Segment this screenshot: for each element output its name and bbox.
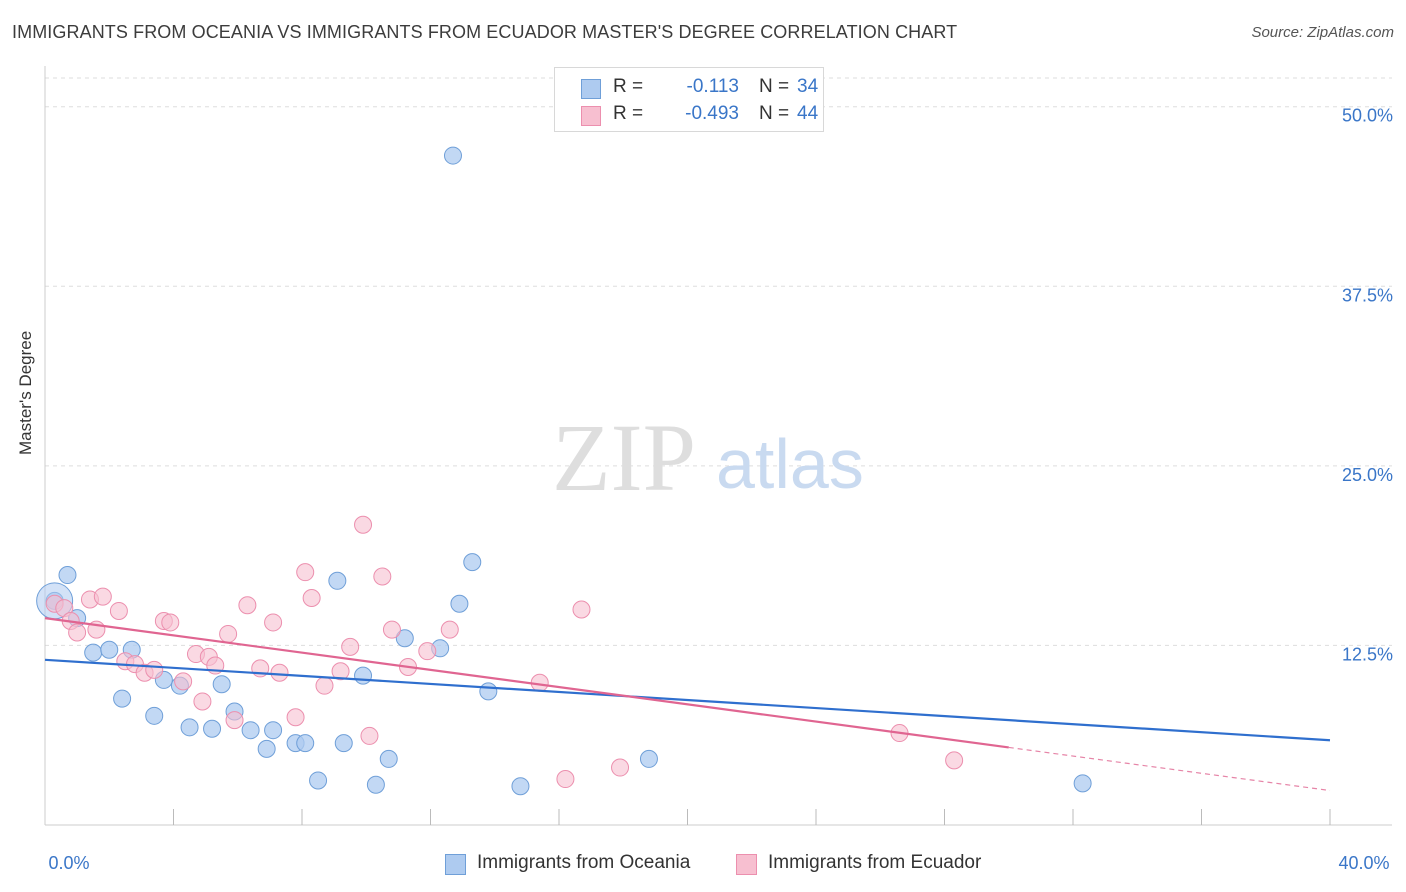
oceania-point [309, 771, 328, 790]
n-label: N = [759, 76, 790, 97]
oceania-point [334, 734, 353, 753]
oceania-point [395, 629, 414, 648]
oceania-point [241, 721, 260, 740]
oceania-point [450, 594, 469, 613]
oceania-point [84, 643, 103, 662]
n-value: 34 [797, 76, 819, 97]
ecuador-legend-swatch [736, 854, 757, 875]
grid-layer [45, 77, 1392, 646]
ecuador-point [354, 515, 373, 534]
r-value: -0.113 [686, 76, 739, 97]
oceania-trend-line [44, 658, 1331, 742]
oceania-point [639, 749, 658, 768]
y-tick-label: 50.0% [1342, 106, 1393, 126]
ecuador-point [360, 726, 379, 745]
ecuador-point [382, 620, 401, 639]
ecuador-points [45, 515, 964, 789]
oceania-legend-swatch [445, 854, 466, 875]
ecuador-point [373, 567, 392, 586]
ecuador-point [109, 601, 128, 620]
ecuador-point [161, 613, 180, 632]
ecuador-point [193, 692, 212, 711]
ecuador-swatch [581, 106, 601, 126]
oceania-swatch [581, 79, 601, 99]
trend-layer [44, 617, 1331, 792]
ecuador-legend-label: Immigrants from Ecuador [768, 852, 982, 873]
ecuador-point [174, 672, 193, 691]
oceania-point [463, 553, 482, 572]
ecuador-trend-extension [1008, 746, 1331, 792]
ecuador-point [611, 758, 630, 777]
chart-title: IMMIGRANTS FROM OCEANIA VS IMMIGRANTS FR… [12, 22, 958, 42]
oceania-point [180, 718, 199, 737]
x-tick-label: 40.0% [1338, 853, 1389, 873]
ecuador-point [68, 623, 87, 642]
oceania-point [264, 721, 283, 740]
oceania-point [100, 640, 119, 659]
y-tick-label: 12.5% [1342, 644, 1393, 664]
oceania-point [366, 775, 385, 794]
oceania-point [212, 675, 231, 694]
ecuador-point [264, 613, 283, 632]
oceania-point [145, 706, 164, 725]
ecuador-trend-line [44, 617, 1009, 749]
oceania-point [113, 689, 132, 708]
oceania-point [511, 777, 530, 796]
oceania-point [58, 566, 77, 585]
ecuador-point [286, 708, 305, 727]
ecuador-point [219, 624, 238, 643]
n-value: 44 [797, 103, 819, 124]
ecuador-point [296, 563, 315, 582]
ecuador-point [238, 596, 257, 615]
x-tick-label: 0.0% [48, 853, 89, 873]
r-label: R = [613, 76, 644, 97]
oceania-point [354, 666, 373, 685]
oceania-point [203, 719, 222, 738]
oceania-point [257, 739, 276, 758]
oceania-point [1073, 774, 1092, 793]
ecuador-point [270, 663, 289, 682]
ecuador-point [145, 660, 164, 679]
watermark-atlas: atlas [716, 425, 864, 503]
ecuador-point [225, 711, 244, 730]
ecuador-point [418, 642, 437, 661]
source-label: Source: ZipAtlas.com [1251, 24, 1394, 41]
ecuador-point [572, 600, 591, 619]
oceania-point [479, 682, 498, 701]
watermark-zip: ZIP [552, 404, 696, 511]
correlation-legend: R = -0.113 N = 34 R = -0.493 N = 44 [554, 67, 824, 132]
oceania-point [296, 734, 315, 753]
ecuador-point [945, 751, 964, 770]
ecuador-point [93, 587, 112, 606]
r-label: R = [613, 103, 644, 124]
ecuador-point [331, 662, 350, 681]
r-value: -0.493 [685, 103, 739, 124]
oceania-point [379, 749, 398, 768]
oceania-point [443, 146, 462, 165]
y-tick-label: 25.0% [1342, 465, 1393, 485]
axis-layer [44, 66, 1392, 826]
oceania-point [328, 571, 347, 590]
ecuador-point [315, 676, 334, 695]
oceania-legend-label: Immigrants from Oceania [477, 852, 691, 873]
ecuador-point [341, 637, 360, 656]
ecuador-point [440, 620, 459, 639]
ecuador-point [556, 770, 575, 789]
y-axis-title: Master's Degree [16, 330, 35, 455]
n-label: N = [759, 103, 790, 124]
y-tick-label: 37.5% [1342, 285, 1393, 305]
tick-label-layer: 12.5% 25.0% 37.5% 50.0% 0.0% 40.0% [48, 106, 1393, 873]
ecuador-point [302, 589, 321, 608]
